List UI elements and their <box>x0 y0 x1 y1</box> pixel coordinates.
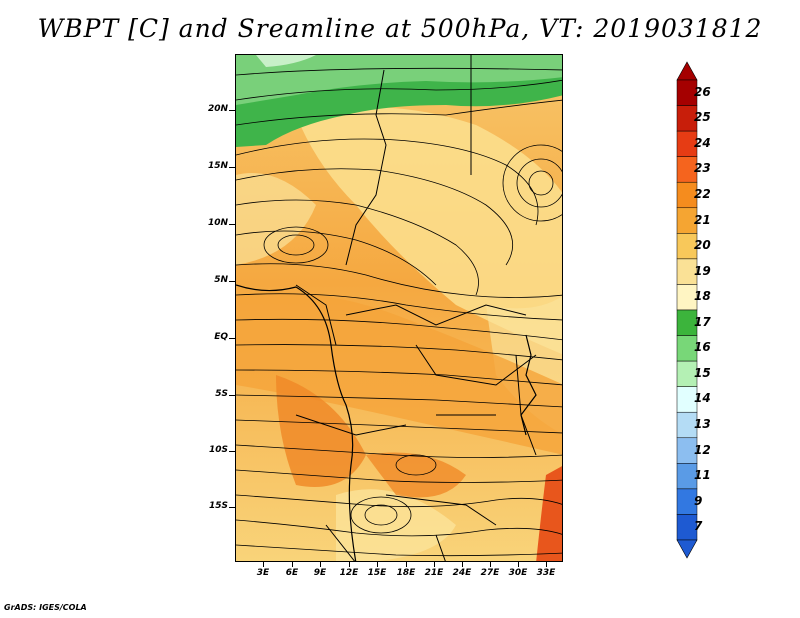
colorbar-label: 16 <box>694 340 711 355</box>
colorbar-label: 18 <box>694 289 711 304</box>
lat-label: 5N <box>214 275 228 285</box>
lon-label: 12E <box>339 568 359 578</box>
lat-label: 10S <box>208 445 228 455</box>
lat-tick <box>229 281 235 282</box>
colorbar-label: 9 <box>694 493 703 508</box>
lat-tick <box>229 338 235 339</box>
lon-tick <box>434 562 435 567</box>
colorbar-bottom-arrow <box>676 539 698 559</box>
lon-label: 27E <box>480 568 500 578</box>
lon-label: 18E <box>396 568 416 578</box>
field-region-21 <box>236 292 562 455</box>
colorbar-label: 26 <box>694 84 711 99</box>
lon-label: 30E <box>508 568 528 578</box>
colorbar-label: 24 <box>694 135 711 150</box>
colorbar-label: 14 <box>694 391 711 406</box>
colorbar-label: 15 <box>694 365 711 380</box>
credit-label: GrADS: IGES/COLA <box>4 603 87 612</box>
lon-tick <box>349 562 350 567</box>
colorbar-label: 21 <box>694 212 711 227</box>
lon-tick <box>292 562 293 567</box>
map-svg <box>236 55 562 561</box>
colorbar-label: 20 <box>694 238 711 253</box>
field-region-19 <box>336 489 456 561</box>
colorbar-label: 25 <box>694 110 711 125</box>
colorbar-label: 22 <box>694 187 711 201</box>
lon-tick <box>377 562 378 567</box>
lat-tick <box>229 110 235 111</box>
lon-label: 3E <box>256 568 270 578</box>
field-region-15 <box>256 55 316 67</box>
streamlines <box>236 67 562 557</box>
lon-label: 21E <box>424 568 444 578</box>
lon-label: 6E <box>285 568 299 578</box>
lat-label: 20N <box>207 104 228 114</box>
colorbar-label: 19 <box>694 263 711 278</box>
lon-tick <box>490 562 491 567</box>
country-borders <box>236 55 537 561</box>
field-region-16 <box>236 55 562 105</box>
lon-tick <box>320 562 321 567</box>
lon-label: 9E <box>313 568 327 578</box>
lat-label: 5S <box>215 389 228 399</box>
lon-label: 15E <box>367 568 387 578</box>
lat-label: EQ <box>214 332 228 342</box>
colorbar-label: 23 <box>694 161 711 176</box>
lon-label: 24E <box>452 568 472 578</box>
lon-tick <box>462 562 463 567</box>
lon-tick <box>518 562 519 567</box>
lat-tick <box>229 507 235 508</box>
colorbar <box>676 61 698 559</box>
colorbar-label: 7 <box>694 519 703 534</box>
lon-tick <box>406 562 407 567</box>
lat-label: 15N <box>207 161 228 171</box>
chart-title: WBPT [C] and Sreamline at 500hPa, VT: 20… <box>37 14 763 43</box>
lon-tick <box>546 562 547 567</box>
colorbar-label: 13 <box>694 417 711 431</box>
lat-label: 10N <box>207 218 228 228</box>
lon-label: 33E <box>536 568 556 578</box>
lon-tick <box>263 562 264 567</box>
field-region-23 <box>536 466 562 561</box>
map-panel <box>235 54 563 562</box>
colorbar-label: 12 <box>694 442 711 457</box>
lat-label: 15S <box>208 501 228 511</box>
lat-tick <box>229 451 235 452</box>
lat-tick <box>229 167 235 168</box>
colorbar-label: 11 <box>694 468 711 483</box>
field-region-19 <box>236 173 316 265</box>
field-region-22 <box>276 375 366 487</box>
lat-tick <box>229 224 235 225</box>
colorbar-top-arrow <box>676 61 698 81</box>
lat-tick <box>229 395 235 396</box>
colorbar-label: 17 <box>694 314 711 329</box>
